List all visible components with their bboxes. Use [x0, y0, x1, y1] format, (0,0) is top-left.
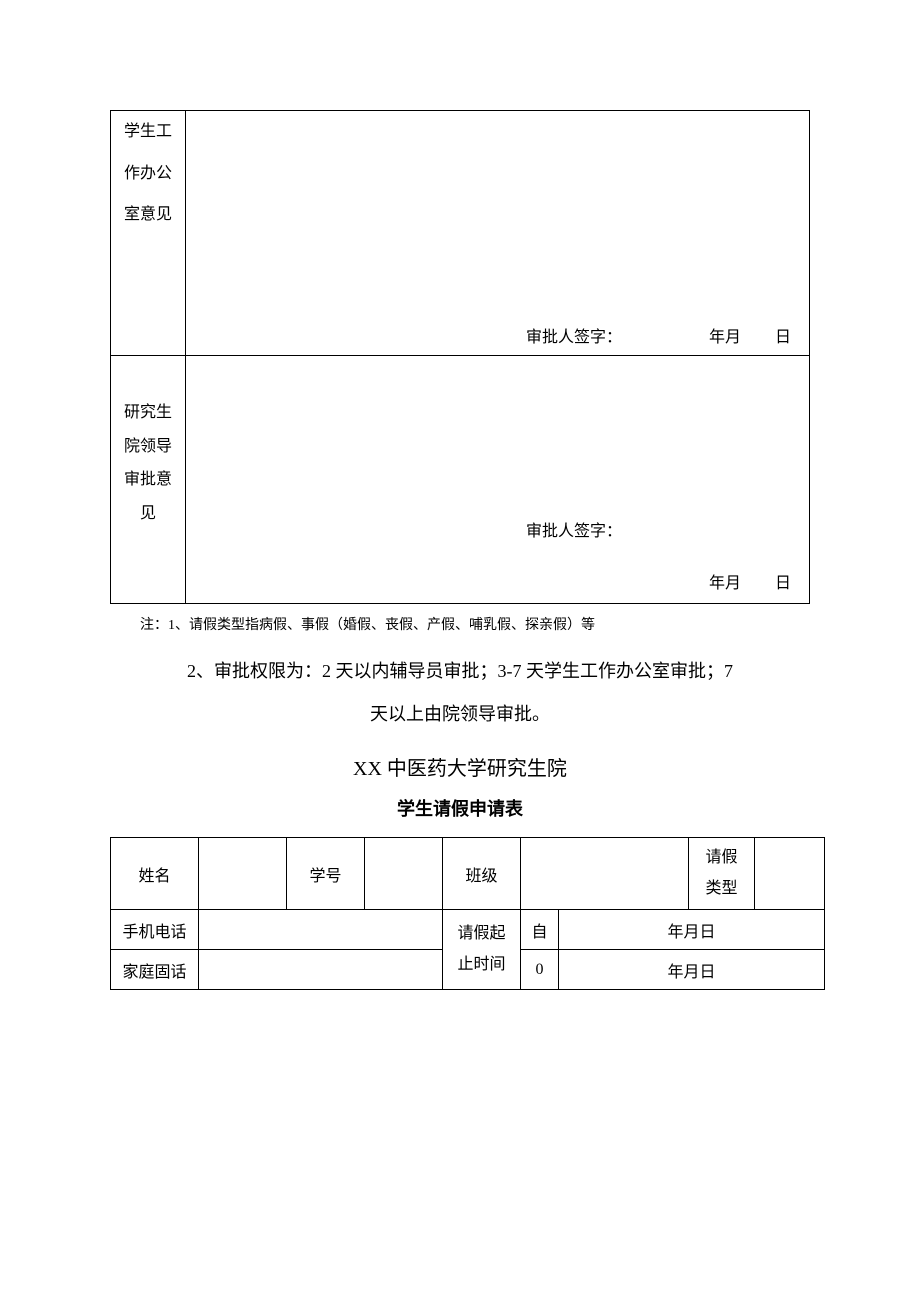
label-line: 审批意: [111, 463, 185, 497]
form-row-1: 姓名 学号 班级 请假 类型: [111, 838, 825, 910]
leave-type-l2: 类型: [705, 880, 737, 897]
footnote-2: 2、审批权限为：2 天以内辅导员审批；3-7 天学生工作办公室审批；7 天以上由…: [110, 650, 810, 736]
signature-label: 审批人签字：: [526, 323, 622, 347]
leave-application-form: 姓名 学号 班级 请假 类型 手机电话 请假起 止时间 自 年月日 家庭固话 0…: [110, 837, 825, 990]
name-value[interactable]: [199, 838, 287, 910]
label-line: 见: [111, 497, 185, 531]
period-l2: 止时间: [457, 956, 505, 973]
label-line: 研究生: [111, 396, 185, 430]
id-label: 学号: [287, 838, 365, 910]
from-date[interactable]: 年月日: [559, 910, 825, 950]
form-row-2: 手机电话 请假起 止时间 自 年月日: [111, 910, 825, 950]
leave-type-value[interactable]: [755, 838, 825, 910]
approval-row-office: 学生工 作办公 室意见 审批人签字： 年月 日: [111, 111, 810, 356]
approval-row-dean: 研究生 院领导 审批意 见 审批人签字： 年月 日: [111, 356, 810, 604]
footnote-1: 注：1、请假类型指病假、事假（婚假、丧假、产假、哺乳假、探亲假）等: [140, 614, 810, 634]
period-label: 请假起 止时间: [443, 910, 521, 990]
office-opinion-content[interactable]: 审批人签字： 年月 日: [186, 111, 810, 356]
mobile-value[interactable]: [199, 910, 443, 950]
date-ym: 年月: [709, 323, 741, 347]
signature-label: 审批人签字：: [526, 517, 622, 541]
label-line: 学生工: [111, 111, 185, 153]
home-phone-value[interactable]: [199, 950, 443, 990]
mobile-label: 手机电话: [111, 910, 199, 950]
office-opinion-label: 学生工 作办公 室意见: [111, 111, 186, 356]
label-line: 院领导: [111, 430, 185, 464]
home-phone-label: 家庭固话: [111, 950, 199, 990]
leave-type-l1: 请假: [705, 849, 737, 866]
approval-table: 学生工 作办公 室意见 审批人签字： 年月 日 研究生 院领导 审批意 见 审批…: [110, 110, 810, 604]
name-label: 姓名: [111, 838, 199, 910]
id-value[interactable]: [365, 838, 443, 910]
to-date[interactable]: 年月日: [559, 950, 825, 990]
date-d: 日: [775, 323, 791, 347]
class-label: 班级: [443, 838, 521, 910]
date-ym: 年月: [709, 569, 741, 593]
institution-title: XX 中医药大学研究生院: [110, 752, 810, 781]
period-l1: 请假起: [457, 925, 505, 942]
from-prefix: 自: [521, 910, 559, 950]
label-line: 室意见: [111, 194, 185, 236]
form-title: 学生请假申请表: [110, 795, 810, 821]
label-line: 作办公: [111, 153, 185, 195]
ymd-text: 年月日: [667, 964, 715, 981]
date-d: 日: [775, 569, 791, 593]
leave-type-label: 请假 类型: [689, 838, 755, 910]
footnote-2-line2: 天以上由院领导审批。: [370, 704, 550, 724]
ymd-text: 年月日: [667, 924, 715, 941]
dean-opinion-label: 研究生 院领导 审批意 见: [111, 356, 186, 604]
dean-opinion-content[interactable]: 审批人签字： 年月 日: [186, 356, 810, 604]
class-value[interactable]: [521, 838, 689, 910]
footnote-2-line1: 2、审批权限为：2 天以内辅导员审批；3-7 天学生工作办公室审批；7: [187, 661, 733, 681]
to-prefix: 0: [521, 950, 559, 990]
